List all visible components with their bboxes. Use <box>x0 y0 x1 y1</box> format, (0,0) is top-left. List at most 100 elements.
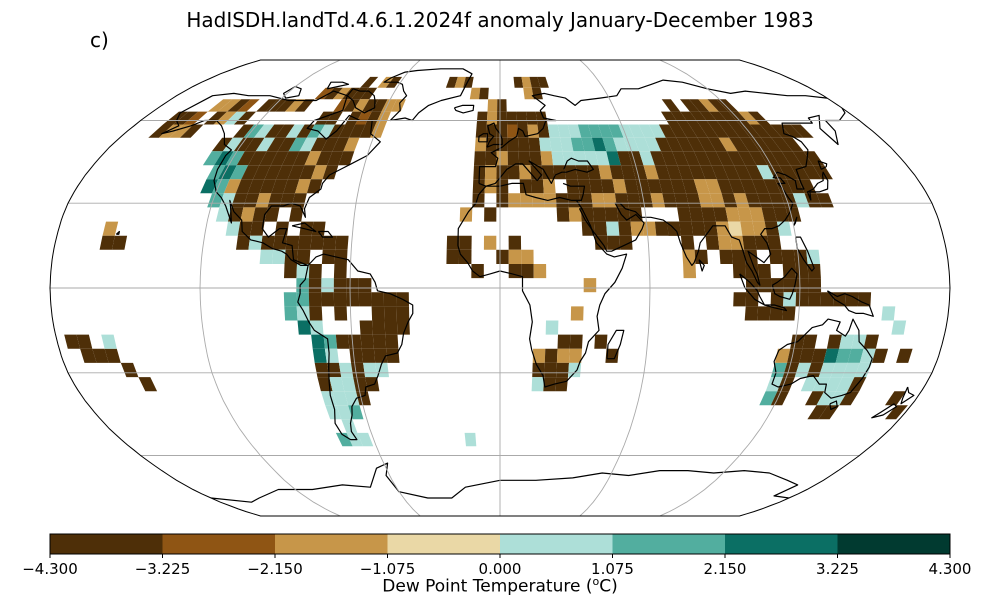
grid-cell <box>348 334 362 349</box>
grid-cell <box>531 179 544 194</box>
grid-cell <box>236 151 256 166</box>
grid-cell <box>236 235 251 250</box>
grid-cell <box>747 111 771 125</box>
grid-cell <box>553 165 567 180</box>
grid-cell <box>180 124 204 138</box>
grid-cell <box>341 419 358 433</box>
grid-cell <box>570 306 584 321</box>
grid-cell <box>604 207 619 222</box>
grid-cell <box>682 151 700 166</box>
grid-cell <box>243 193 260 208</box>
grid-cell <box>384 320 398 335</box>
grid-cell <box>446 249 460 264</box>
colorbar-tick-label: 1.075 <box>591 560 634 578</box>
grid-cell <box>284 264 297 279</box>
grid-cell <box>605 348 619 363</box>
grid-cell <box>683 264 697 279</box>
grid-cell <box>545 320 559 335</box>
grid-cell <box>486 111 498 125</box>
coastline <box>793 216 798 227</box>
coastline <box>871 403 898 419</box>
grid-cell <box>569 334 583 349</box>
coastline <box>346 88 376 114</box>
grid-cell <box>770 151 791 166</box>
grid-cell <box>535 111 548 125</box>
grid-cell <box>169 124 194 138</box>
grid-cell <box>781 151 802 166</box>
grid-cell <box>332 137 349 152</box>
grid-cell <box>691 221 706 236</box>
grid-cell <box>487 99 498 112</box>
grid-cell <box>672 151 689 166</box>
grid-cell <box>680 111 700 125</box>
grid-cell <box>863 334 879 349</box>
grid-cell <box>308 292 322 307</box>
grid-cell <box>375 362 389 378</box>
grid-cell <box>259 151 278 166</box>
colorbar-tick-label: 4.300 <box>928 560 972 578</box>
grid-cell <box>248 151 267 166</box>
grid-cell <box>225 221 241 236</box>
grid-cell <box>661 151 678 166</box>
grid-cell <box>321 249 336 264</box>
grid-cell <box>628 124 645 138</box>
meridian-line <box>199 59 341 517</box>
grid-cell <box>256 99 278 112</box>
grid-cell <box>236 99 260 112</box>
grid-cell <box>336 405 353 420</box>
grid-cell <box>638 193 653 208</box>
grid-cell <box>285 124 305 138</box>
grid-cell <box>549 137 563 152</box>
grid-cell <box>647 179 663 194</box>
grid-cell <box>807 405 828 420</box>
grid-cell <box>885 391 907 406</box>
grid-cell <box>774 179 793 194</box>
grid-cell <box>700 165 717 180</box>
grid-cell <box>310 235 324 250</box>
grid-cell <box>381 99 397 112</box>
grid-cell <box>241 165 260 180</box>
grid-cell <box>329 377 345 392</box>
grid-cell <box>544 348 558 363</box>
grid-cell <box>839 334 855 349</box>
grid-cell <box>642 221 657 236</box>
grid-cell <box>744 249 758 264</box>
coastline <box>771 267 798 300</box>
grid-cell <box>587 165 601 180</box>
globe-outline <box>49 59 951 517</box>
coastline <box>562 182 586 201</box>
grid-cell <box>765 377 783 392</box>
grid-cell <box>272 249 286 264</box>
grid-cell <box>661 99 681 112</box>
grid-cell <box>643 165 659 180</box>
colorbar-tick-label: 0.000 <box>478 560 522 578</box>
grid-cell <box>632 165 648 180</box>
grid-cell <box>386 348 400 363</box>
grid-cell <box>371 306 385 321</box>
grid-cell <box>288 137 307 152</box>
grid-cell <box>782 137 804 152</box>
coastline <box>606 329 625 360</box>
grid-cell <box>323 334 338 349</box>
grid-cell <box>308 278 322 293</box>
grid-cell <box>335 334 350 349</box>
grid-cell <box>304 151 322 166</box>
grid-cell <box>555 193 569 208</box>
grid-cell <box>507 137 519 152</box>
grid-cell <box>719 249 733 264</box>
grid-cell <box>325 405 342 420</box>
grid-cell <box>270 151 289 166</box>
grid-cell <box>609 165 625 180</box>
grid-cell <box>577 124 592 138</box>
grid-cell <box>800 377 819 392</box>
grid-cell <box>795 264 809 279</box>
grid-cell <box>370 124 386 138</box>
grid-cell <box>686 193 702 208</box>
grid-cell <box>529 151 542 166</box>
grid-cell <box>556 207 570 222</box>
grid-cell <box>707 99 729 112</box>
grid-cell <box>223 111 247 125</box>
grid-cell <box>592 207 607 222</box>
grid-cell <box>183 111 208 125</box>
grid-cell <box>99 235 115 250</box>
